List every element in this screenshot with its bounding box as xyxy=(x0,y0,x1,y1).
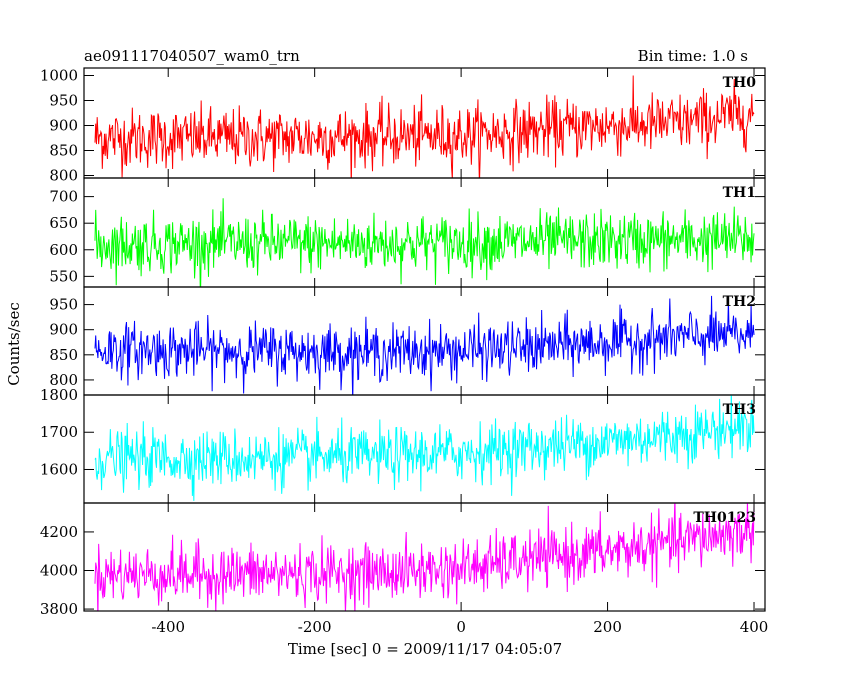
y-tick-label: 650 xyxy=(49,214,78,232)
series-line-th3 xyxy=(94,395,755,501)
panel-th2: 800 850 900 950 TH2 xyxy=(49,286,766,396)
series-label-th0123: TH0123 xyxy=(693,510,756,526)
y-axis-title: Counts/sec xyxy=(5,302,23,386)
x-tick-label: 400 xyxy=(740,618,769,636)
series-label-th3: TH3 xyxy=(723,402,756,418)
y-tick-label: 800 xyxy=(49,371,78,389)
y-tick-label: 900 xyxy=(49,321,78,339)
bin-time-label: Bin time: 1.0 s xyxy=(638,47,748,65)
x-tick-label: 200 xyxy=(593,618,622,636)
y-tick-label: 1800 xyxy=(40,386,78,404)
y-tick-label: 950 xyxy=(49,296,78,314)
y-tick-label: 3800 xyxy=(40,600,78,618)
y-tick-label: 800 xyxy=(49,167,78,185)
y-tick-label: 1600 xyxy=(40,460,78,478)
panel-th3: 1600 1700 1800 TH3 xyxy=(40,386,766,504)
series-label-th2: TH2 xyxy=(723,294,756,310)
x-axis: -400 -200 0 200 400 xyxy=(151,618,768,636)
series-line-th1 xyxy=(94,198,755,287)
x-tick-label: 0 xyxy=(456,618,466,636)
panel-th0: 800 850 900 950 1000 TH0 xyxy=(40,67,766,185)
panel-frame xyxy=(83,502,766,612)
series-line-th2 xyxy=(94,295,755,395)
series-label-th1: TH1 xyxy=(723,185,756,201)
y-tick-label: 4200 xyxy=(40,523,78,541)
y-tick-label: 850 xyxy=(49,346,78,364)
x-axis-title: Time [sec] 0 = 2009/11/17 04:05:07 xyxy=(288,640,562,658)
x-tick-label: -200 xyxy=(298,618,332,636)
y-tick-label: 950 xyxy=(49,92,78,110)
series-line-th0 xyxy=(94,75,755,178)
x-tick-label: -400 xyxy=(151,618,185,636)
panel-th0123: 3800 4000 4200 TH0123 xyxy=(40,502,766,618)
series-line-th0123 xyxy=(94,503,755,611)
series-label-th0: TH0 xyxy=(723,75,757,91)
y-tick-label: 600 xyxy=(49,241,78,259)
y-tick-label: 900 xyxy=(49,117,78,135)
y-tick-label: 1000 xyxy=(40,67,78,85)
panels-group: 800 850 900 950 1000 TH0 550 600 650 700 TH1 800 850… xyxy=(40,67,766,618)
panel-frame xyxy=(83,177,766,288)
y-tick-label: 850 xyxy=(49,142,78,160)
y-tick-label: 4000 xyxy=(40,562,78,580)
y-tick-label: 550 xyxy=(49,267,78,285)
y-tick-label: 1700 xyxy=(40,423,78,441)
chart-title: ae091117040507_wam0_trn xyxy=(84,47,300,65)
y-tick-label: 700 xyxy=(49,188,78,206)
panel-th1: 550 600 650 700 TH1 xyxy=(49,177,766,288)
